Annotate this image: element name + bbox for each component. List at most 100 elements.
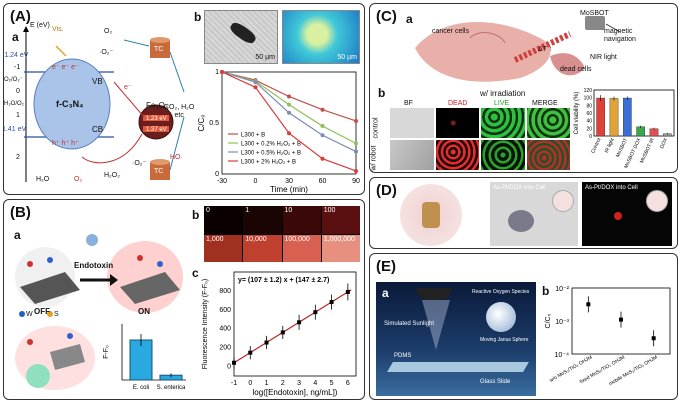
bar bbox=[623, 97, 632, 137]
plot-frame bbox=[221, 71, 357, 175]
on-label: ON bbox=[138, 307, 150, 316]
legend-label: L300 + 0.2% H₂O₂ + B bbox=[241, 142, 301, 148]
well-7: 1,000,000 bbox=[321, 234, 360, 262]
well-4: 1,000 bbox=[204, 234, 243, 262]
panel-d-label: (D) bbox=[376, 182, 397, 199]
endotoxin-icon bbox=[86, 234, 98, 246]
img-merge-control bbox=[526, 108, 570, 138]
x-tick-label: 60 bbox=[319, 178, 327, 185]
y-tick-label: 0 bbox=[589, 134, 592, 140]
cb-label: CB bbox=[92, 125, 104, 134]
x-tick-label: 3 bbox=[297, 380, 301, 387]
photocatalysis-scheme bbox=[23, 26, 185, 182]
panel-b-sub-b: b bbox=[192, 208, 200, 222]
panel-b-sub-c: c bbox=[192, 266, 199, 280]
legend-s: S bbox=[54, 311, 59, 318]
h2o2-label: H₂O₂ bbox=[104, 172, 120, 179]
data-point bbox=[280, 330, 285, 335]
panel-e-label: (E) bbox=[376, 258, 396, 275]
panel-b-sub-a: a bbox=[14, 228, 21, 242]
y-tick-label: 10⁻⁴ bbox=[555, 352, 570, 359]
level-label-7: 2 bbox=[16, 154, 20, 161]
data-point bbox=[354, 168, 358, 173]
fe-top-label: 1.23 eV bbox=[146, 116, 167, 122]
panel-b-label: (B) bbox=[10, 204, 31, 221]
data-point bbox=[320, 107, 325, 112]
pdms-label: PDMS bbox=[394, 353, 412, 359]
dead-cells-label: dead cells bbox=[560, 66, 592, 73]
category-label: E. coli bbox=[133, 385, 149, 391]
panel-b: (B) a b c Endotoxin OFF ON W S F-F₀ E. co… bbox=[3, 199, 365, 400]
panel-a-sub-a: a bbox=[12, 30, 19, 44]
setup-image: a Simulated Sunlight PDMS Glass Slide Re… bbox=[376, 282, 536, 396]
y-tick-label: 10⁻³ bbox=[555, 319, 569, 326]
fit-line bbox=[235, 289, 352, 363]
level-label-1: -1 bbox=[14, 64, 21, 71]
y-tick-label: 200 bbox=[219, 345, 231, 352]
fit-equation: y= (107 ± 1.2) x + (147 ± 2.7) bbox=[238, 277, 329, 284]
micrograph-2: 50 µm bbox=[282, 10, 360, 64]
tc-cylinder-top bbox=[150, 37, 170, 58]
panel-c-sub-a: a bbox=[406, 12, 413, 26]
energy-axis-label: E (eV) bbox=[30, 22, 50, 29]
panel-c: (C) a b cancer cells MoSBOT magnetic nav… bbox=[369, 3, 678, 173]
well-3: 100 bbox=[321, 206, 360, 234]
row-robot: w/ robot bbox=[370, 145, 378, 171]
category-label: S. enterica bbox=[157, 385, 186, 391]
plot-frame bbox=[233, 271, 357, 377]
scale-bar-1: 50 µm bbox=[255, 54, 275, 61]
y-tick-label: 80 bbox=[586, 103, 592, 109]
janus-sphere bbox=[486, 302, 516, 332]
vb-label: VB bbox=[92, 77, 103, 86]
data-point bbox=[320, 124, 325, 129]
well-0: 0 bbox=[204, 206, 243, 234]
panel-a-sub-b: b bbox=[194, 10, 202, 24]
x-tick-label: -30 bbox=[217, 178, 227, 185]
micrograph-1: 50 µm bbox=[204, 10, 278, 64]
level-label-4: H₂O/O₂ bbox=[4, 101, 24, 107]
y-tick-label: 40 bbox=[586, 119, 592, 125]
data-point bbox=[354, 141, 358, 146]
electrons-label: e⁻ e⁻ e⁻ bbox=[52, 64, 79, 71]
category-label: Control bbox=[590, 137, 602, 154]
ros-label: Reactive Oxygen Species bbox=[472, 289, 530, 295]
cancer-cells-label: cancer cells bbox=[432, 28, 469, 35]
data-point bbox=[220, 70, 224, 74]
legend-label: L300 + B bbox=[241, 133, 265, 139]
y-axis-label: C/C₀ bbox=[545, 313, 552, 328]
products-label: CO₂, H₂O etc bbox=[164, 104, 195, 119]
sunlight-label: Simulated Sunlight bbox=[384, 321, 435, 327]
glass-label: Glass Slide bbox=[480, 379, 511, 385]
legend-label: L300 + 0.5% H₂O₂ + B bbox=[241, 151, 301, 157]
glow-on bbox=[107, 241, 183, 313]
panel-a: (A) a b E (eV) -1.24 eV -1 O₂/O₂⁻ 0 H₂O/… bbox=[3, 3, 365, 195]
img-bf-robot bbox=[390, 140, 434, 170]
scale-bar-2: 50 µm bbox=[337, 54, 357, 61]
delta-t-label: ΔT ↑ bbox=[538, 46, 553, 53]
img-live-control bbox=[481, 108, 525, 138]
y-tick-label: 0 bbox=[215, 171, 219, 178]
cell-scheme bbox=[15, 326, 95, 390]
data-point bbox=[287, 94, 291, 99]
data-point bbox=[264, 340, 269, 345]
magnetic-label: magnetic navigation bbox=[604, 28, 636, 43]
data-point bbox=[248, 350, 253, 355]
y-tick-label: 10⁻² bbox=[555, 286, 569, 293]
data-point bbox=[320, 156, 325, 161]
o2-bottom-label: O₂ bbox=[74, 176, 83, 183]
o2-radical-bottom: ·O₂⁻ bbox=[132, 160, 147, 167]
y-tick-label: 1 bbox=[215, 69, 219, 76]
panel-c-label: (C) bbox=[376, 8, 397, 25]
cell-image-2: As-Pt/DOX into Cell bbox=[582, 182, 672, 246]
well-1: 1 bbox=[243, 206, 282, 234]
img-live-robot bbox=[481, 140, 525, 170]
bar bbox=[636, 126, 645, 137]
cell-image-2-label: As-Pt/DOX into Cell bbox=[585, 185, 638, 191]
data-point bbox=[287, 131, 291, 136]
panel-e: (E) a Simulated Sunlight PDMS Glass Slid… bbox=[369, 253, 678, 400]
plot-frame bbox=[593, 89, 675, 137]
ws2-sheet-off bbox=[20, 272, 80, 304]
panel-a-label: (A) bbox=[10, 8, 31, 25]
y-tick-label: 600 bbox=[219, 307, 231, 314]
